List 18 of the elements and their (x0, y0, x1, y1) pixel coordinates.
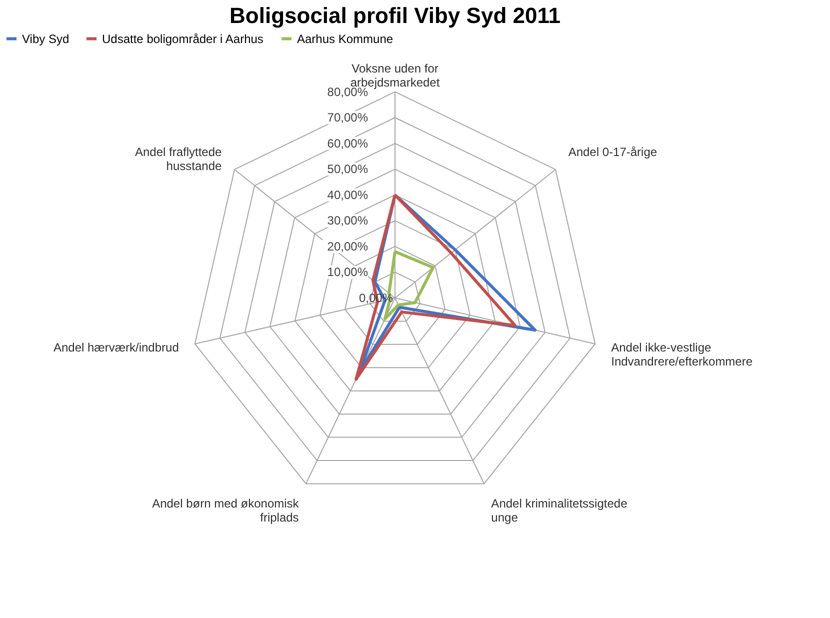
spoke-label: Andel ikke-vestlige Indvandrere/efterkommere (611, 340, 753, 369)
spoke-label: Andel hærværk/indbrud (53, 340, 179, 355)
spoke-label: Andel børn med økonomisk friplads (152, 496, 300, 525)
y-tick-label: 50,00% (327, 162, 368, 176)
y-tick-label: 30,00% (327, 214, 368, 228)
y-tick-label: 20,00% (327, 239, 368, 254)
spoke-label: Andel fraflyttede husstande (134, 145, 222, 174)
legend-label: Viby Syd (22, 32, 70, 46)
spoke-label: Andel 0-17-årige (568, 145, 658, 160)
y-tick-label: 10,00% (327, 265, 368, 280)
legend-label: Udsatte boligområder i Aarhus (102, 32, 264, 46)
chart-title: Boligsocial profil Viby Syd 2011 (230, 3, 560, 28)
spoke-label: Voksne uden for arbejdsmarkedet (350, 61, 440, 90)
y-tick-label: 70,00% (327, 110, 368, 125)
y-tick-label: 60,00% (327, 136, 368, 150)
spoke-label: Andel kriminalitetssigtede unge (491, 496, 628, 525)
y-tick-label: 40,00% (327, 188, 368, 202)
legend-label: Aarhus Kommune (297, 32, 394, 46)
